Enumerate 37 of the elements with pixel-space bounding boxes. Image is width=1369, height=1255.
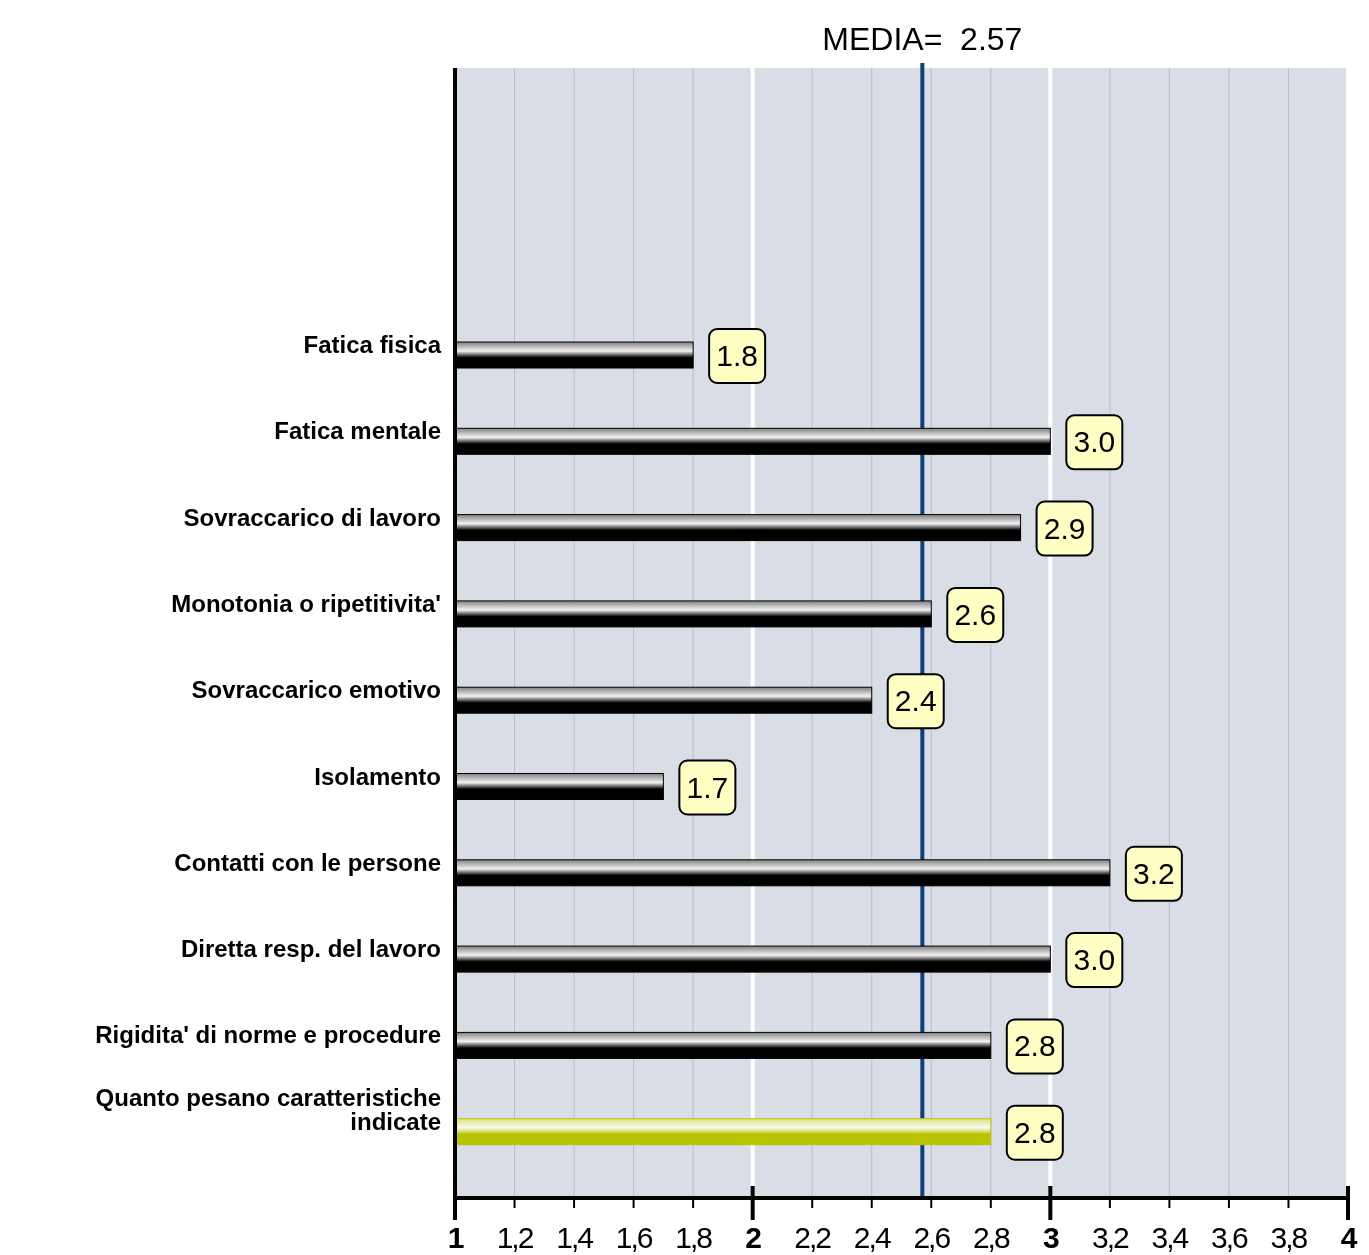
x-tick-label: 3,4 [1151, 1221, 1189, 1254]
data-label: 2.9 [1043, 511, 1086, 545]
data-label: 2.8 [1013, 1115, 1056, 1149]
x-tick-label: 1 [447, 1221, 464, 1254]
y-tick-label: Fatica mentale [274, 417, 441, 445]
y-tick-label: Contatti con le persone [174, 848, 441, 876]
x-tick-label: 2,8 [972, 1221, 1010, 1254]
x-tick-label: 1,2 [496, 1221, 534, 1254]
x-tick-label: 1,6 [615, 1221, 653, 1254]
y-tick-label: Sovraccarico emotivo [191, 676, 441, 704]
x-tick-label: 3,2 [1092, 1221, 1130, 1254]
y-tick-label: Sovraccarico di lavoro [183, 503, 441, 531]
data-label: 1.8 [716, 339, 758, 372]
x-tick-label: 3,8 [1270, 1221, 1308, 1254]
y-tick-label: Diretta resp. del lavoro [180, 935, 441, 963]
ref-line-label: MEDIA= 2.57 [822, 21, 1023, 57]
y-tick-label: Fatica fisica [303, 331, 442, 358]
x-tick-label: 2,4 [853, 1221, 891, 1254]
x-tick-label: 4 [1340, 1221, 1358, 1254]
x-tick-label: 1,4 [556, 1221, 594, 1254]
data-label: 2.4 [894, 684, 937, 718]
data-label: 3.2 [1133, 856, 1175, 890]
data-label: 2.8 [1013, 1029, 1056, 1063]
x-tick-label: 2 [745, 1221, 762, 1254]
x-tick-label: 2,2 [794, 1221, 832, 1254]
data-label: 2.6 [954, 597, 997, 631]
x-tick-label: 1,8 [675, 1221, 713, 1254]
y-tick-label: Rigidita' di norme e procedure [95, 1021, 441, 1049]
x-tick-label: 3 [1042, 1221, 1059, 1254]
data-label: 3.0 [1073, 425, 1116, 459]
y-tick-label: Quanto pesano caratteristiche indicate [95, 1083, 441, 1135]
y-tick-label: Isolamento [314, 762, 441, 790]
y-tick-label: Monotonia o ripetitivita' [171, 589, 441, 617]
x-tick-label: 3,6 [1211, 1221, 1249, 1254]
data-label: 1.7 [686, 770, 729, 804]
data-label: 3.0 [1073, 943, 1116, 977]
x-tick-label: 2,6 [913, 1221, 951, 1254]
